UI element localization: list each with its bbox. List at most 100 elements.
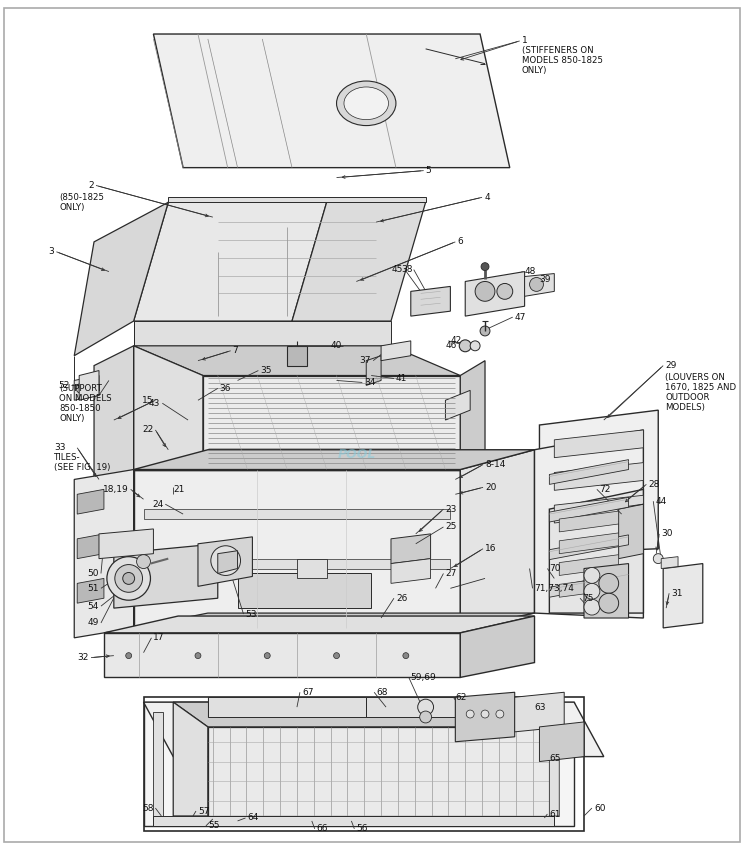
Polygon shape — [366, 355, 381, 385]
Text: 3: 3 — [49, 247, 54, 257]
Polygon shape — [550, 573, 629, 598]
Polygon shape — [554, 496, 644, 523]
Text: 17: 17 — [153, 633, 165, 643]
Circle shape — [653, 553, 663, 564]
Polygon shape — [411, 286, 450, 316]
Circle shape — [334, 653, 339, 659]
Polygon shape — [455, 692, 514, 742]
Text: 43: 43 — [149, 399, 160, 408]
Circle shape — [76, 383, 86, 394]
Text: (SEE FIG. 19): (SEE FIG. 19) — [54, 463, 111, 472]
Polygon shape — [550, 535, 629, 559]
Text: ONLY): ONLY) — [59, 414, 85, 422]
Polygon shape — [514, 692, 564, 732]
Text: 68: 68 — [376, 688, 387, 697]
Text: 20: 20 — [485, 483, 496, 492]
Text: 4: 4 — [485, 193, 490, 201]
Polygon shape — [134, 346, 460, 376]
Polygon shape — [74, 376, 99, 400]
Circle shape — [123, 573, 135, 584]
Polygon shape — [559, 576, 619, 598]
Text: 61: 61 — [550, 809, 561, 819]
Text: 24: 24 — [152, 500, 163, 508]
Circle shape — [584, 599, 600, 615]
Text: 40: 40 — [330, 342, 341, 350]
Polygon shape — [74, 469, 134, 638]
Text: 1670, 1825 AND: 1670, 1825 AND — [666, 382, 736, 392]
Polygon shape — [203, 376, 460, 469]
Polygon shape — [619, 504, 644, 558]
Polygon shape — [539, 411, 658, 553]
Text: (SUPPORT: (SUPPORT — [59, 384, 102, 393]
Polygon shape — [134, 450, 535, 469]
Text: (LOUVERS ON: (LOUVERS ON — [666, 373, 725, 382]
Polygon shape — [104, 633, 460, 677]
Circle shape — [529, 277, 544, 292]
Text: 30: 30 — [661, 530, 673, 538]
Polygon shape — [144, 702, 604, 756]
Text: 7: 7 — [232, 346, 238, 355]
Text: 71,73,74: 71,73,74 — [535, 584, 575, 592]
Text: 65: 65 — [550, 754, 561, 763]
Circle shape — [584, 583, 600, 599]
Circle shape — [584, 568, 600, 583]
Polygon shape — [663, 564, 703, 628]
Polygon shape — [525, 274, 554, 297]
Polygon shape — [550, 497, 629, 522]
Polygon shape — [168, 197, 426, 202]
Polygon shape — [550, 722, 559, 816]
Polygon shape — [77, 490, 104, 514]
Polygon shape — [74, 202, 168, 355]
Text: 49: 49 — [88, 619, 99, 627]
Text: ONLY): ONLY) — [59, 203, 85, 212]
Polygon shape — [559, 555, 619, 575]
Text: 53: 53 — [245, 609, 257, 619]
Text: 18,19: 18,19 — [103, 484, 129, 494]
Circle shape — [115, 564, 143, 592]
Polygon shape — [134, 469, 460, 628]
Circle shape — [496, 710, 504, 718]
Text: MODELS): MODELS) — [666, 403, 705, 411]
Polygon shape — [208, 697, 366, 717]
Polygon shape — [550, 460, 629, 484]
Circle shape — [107, 557, 150, 600]
Circle shape — [137, 555, 150, 569]
Circle shape — [417, 700, 434, 715]
Polygon shape — [134, 321, 391, 346]
Text: 50: 50 — [87, 569, 99, 578]
Circle shape — [459, 340, 472, 352]
Circle shape — [403, 653, 409, 659]
Text: 26: 26 — [396, 593, 408, 603]
Text: 58: 58 — [142, 803, 153, 813]
Text: 27: 27 — [445, 569, 456, 578]
Circle shape — [195, 653, 201, 659]
Polygon shape — [153, 816, 554, 826]
Polygon shape — [114, 544, 218, 608]
Polygon shape — [144, 558, 450, 569]
Polygon shape — [381, 341, 411, 360]
Text: 75: 75 — [582, 593, 593, 603]
Polygon shape — [208, 727, 554, 816]
Text: 47: 47 — [514, 313, 526, 321]
Circle shape — [481, 710, 489, 718]
Polygon shape — [134, 346, 203, 469]
Polygon shape — [539, 722, 584, 762]
Text: 33: 33 — [54, 443, 66, 452]
Polygon shape — [218, 551, 238, 574]
Text: 64: 64 — [247, 813, 259, 823]
Circle shape — [126, 653, 132, 659]
Text: 25: 25 — [445, 523, 456, 531]
Text: 16: 16 — [485, 544, 496, 553]
Text: 38: 38 — [402, 265, 413, 274]
Circle shape — [480, 326, 490, 336]
Polygon shape — [460, 616, 535, 677]
Text: 56: 56 — [356, 824, 368, 833]
Polygon shape — [554, 462, 644, 490]
Text: 63: 63 — [535, 703, 546, 711]
Text: 36: 36 — [220, 384, 232, 393]
Text: 51: 51 — [87, 584, 99, 592]
Circle shape — [420, 711, 432, 723]
Polygon shape — [391, 558, 431, 583]
Text: 35: 35 — [260, 366, 271, 375]
Polygon shape — [550, 490, 644, 613]
